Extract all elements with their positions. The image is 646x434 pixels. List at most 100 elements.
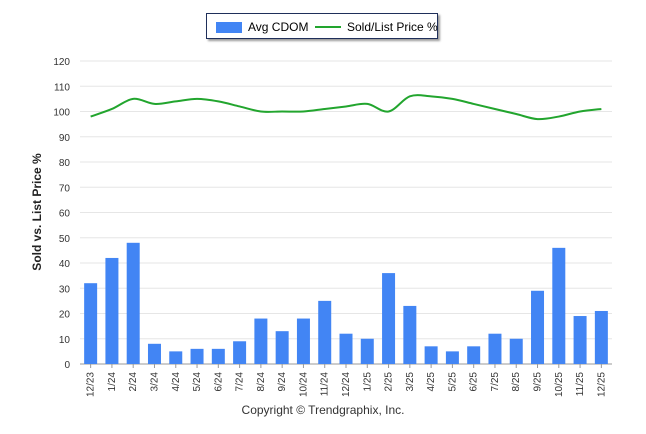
bar-11/25[interactable] (573, 316, 587, 364)
bar-7/25[interactable] (488, 333, 502, 364)
y-tick-label: 60 (59, 209, 71, 220)
x-tick-label: 11/24 (320, 372, 331, 397)
x-tick-label: 3/24 (149, 372, 160, 392)
x-tick-label: 2/24 (128, 372, 139, 392)
bar-4/24[interactable] (169, 351, 183, 364)
x-tick-label: 12/23 (86, 372, 97, 397)
bars-avg-cdom (84, 242, 608, 364)
x-tick-label: 5/25 (447, 372, 458, 392)
x-tick-label: 6/25 (469, 372, 480, 392)
x-tick-label: 12/24 (341, 372, 352, 397)
x-tick-label: 12/25 (596, 372, 607, 397)
line-point-3/25[interactable] (408, 94, 412, 98)
bar-1/24[interactable] (105, 257, 119, 364)
bar-12/25[interactable] (594, 310, 608, 364)
y-axis-label: Sold vs. List Price % (30, 153, 44, 271)
bar-2/24[interactable] (126, 242, 140, 364)
line-point-5/24[interactable] (195, 97, 199, 101)
x-tick-label: 9/25 (533, 372, 544, 392)
bar-2/25[interactable] (382, 273, 396, 364)
x-tick-label: 4/24 (171, 372, 182, 392)
line-sold-list-price-path[interactable] (90, 94, 602, 121)
x-tick-label: 5/24 (192, 372, 203, 392)
copyright-footer: Copyright © Trendgraphix, Inc. (241, 403, 405, 417)
bar-4/25[interactable] (424, 346, 438, 364)
bar-10/25[interactable] (552, 247, 566, 364)
y-tick-label: 50 (59, 234, 71, 245)
legend-swatch-bar (216, 21, 242, 33)
legend-item-avg-cdom[interactable]: Avg CDOM (216, 20, 308, 34)
bar-9/24[interactable] (275, 331, 289, 364)
y-tick-label: 120 (53, 57, 70, 68)
y-axis-ticks: 0 10 20 30 40 50 60 70 80 90 100 110 120 (53, 57, 70, 371)
gridlines (80, 60, 612, 365)
y-tick-label: 100 (53, 108, 70, 119)
bar-8/25[interactable] (509, 338, 523, 364)
bar-12/24[interactable] (339, 333, 353, 364)
line-point-8/24[interactable] (259, 110, 263, 114)
line-point-9/25[interactable] (536, 117, 540, 121)
legend-swatch-line (315, 26, 341, 28)
x-tick-label: 3/25 (405, 372, 416, 392)
y-tick-label: 40 (59, 259, 71, 270)
y-tick-label: 0 (64, 360, 70, 371)
bar-3/25[interactable] (403, 305, 417, 364)
x-tick-label: 8/24 (256, 372, 267, 392)
y-tick-label: 20 (59, 310, 71, 321)
line-point-9/24[interactable] (280, 110, 284, 114)
y-tick-label: 110 (54, 82, 70, 93)
line-point-10/24[interactable] (301, 110, 305, 114)
bar-7/24[interactable] (233, 341, 247, 364)
bar-1/25[interactable] (360, 338, 374, 364)
bar-5/25[interactable] (445, 351, 459, 364)
line-point-4/24[interactable] (174, 99, 178, 103)
line-point-7/25[interactable] (493, 107, 497, 111)
x-tick-label: 2/25 (384, 372, 395, 392)
line-point-1/24[interactable] (110, 107, 114, 111)
bar-6/25[interactable] (467, 346, 481, 364)
line-point-6/25[interactable] (472, 102, 476, 106)
legend-item-sold-list-price[interactable]: Sold/List Price % (315, 20, 438, 34)
x-tick-label: 10/25 (554, 372, 565, 397)
line-point-3/24[interactable] (152, 102, 156, 106)
legend-label-sold-list-price: Sold/List Price % (347, 20, 438, 34)
x-tick-label: 7/24 (235, 372, 246, 392)
y-tick-label: 30 (59, 284, 71, 295)
line-point-6/24[interactable] (216, 99, 220, 103)
line-point-12/23[interactable] (89, 115, 93, 119)
legend: Avg CDOM Sold/List Price % (206, 13, 438, 39)
line-point-11/24[interactable] (323, 107, 327, 111)
line-point-8/25[interactable] (514, 112, 518, 116)
line-point-4/25[interactable] (429, 94, 433, 98)
bar-6/24[interactable] (211, 348, 225, 364)
x-tick-label: 7/25 (490, 372, 501, 392)
x-tick-label: 8/25 (511, 372, 522, 392)
y-tick-label: 10 (59, 335, 71, 346)
bar-8/24[interactable] (254, 318, 268, 364)
line-point-10/25[interactable] (557, 115, 561, 119)
line-point-2/25[interactable] (387, 110, 391, 114)
x-tick-label: 6/24 (213, 372, 224, 392)
line-point-12/24[interactable] (344, 104, 348, 108)
bar-3/24[interactable] (147, 343, 161, 364)
bar-9/25[interactable] (531, 290, 545, 364)
line-point-2/24[interactable] (131, 97, 135, 101)
y-tick-label: 90 (59, 133, 71, 144)
line-point-1/25[interactable] (365, 102, 369, 106)
line-point-7/24[interactable] (238, 104, 242, 108)
x-axis-ticks: 12/23 1/24 2/24 3/24 4/24 5/24 6/24 7/24 8/24 9/2… (86, 364, 607, 397)
y-tick-label: 70 (59, 183, 71, 194)
y-tick-label: 80 (59, 158, 71, 169)
line-sold-list-price (89, 94, 603, 121)
bar-10/24[interactable] (296, 318, 310, 364)
bar-11/24[interactable] (318, 300, 332, 364)
bar-12/23[interactable] (84, 283, 98, 364)
x-tick-label: 1/24 (107, 372, 118, 392)
line-point-5/25[interactable] (450, 97, 454, 101)
bar-5/24[interactable] (190, 348, 204, 364)
line-point-12/25[interactable] (599, 107, 603, 111)
line-point-11/25[interactable] (578, 110, 582, 114)
x-tick-label: 1/25 (362, 372, 373, 392)
x-tick-label: 9/24 (277, 372, 288, 392)
